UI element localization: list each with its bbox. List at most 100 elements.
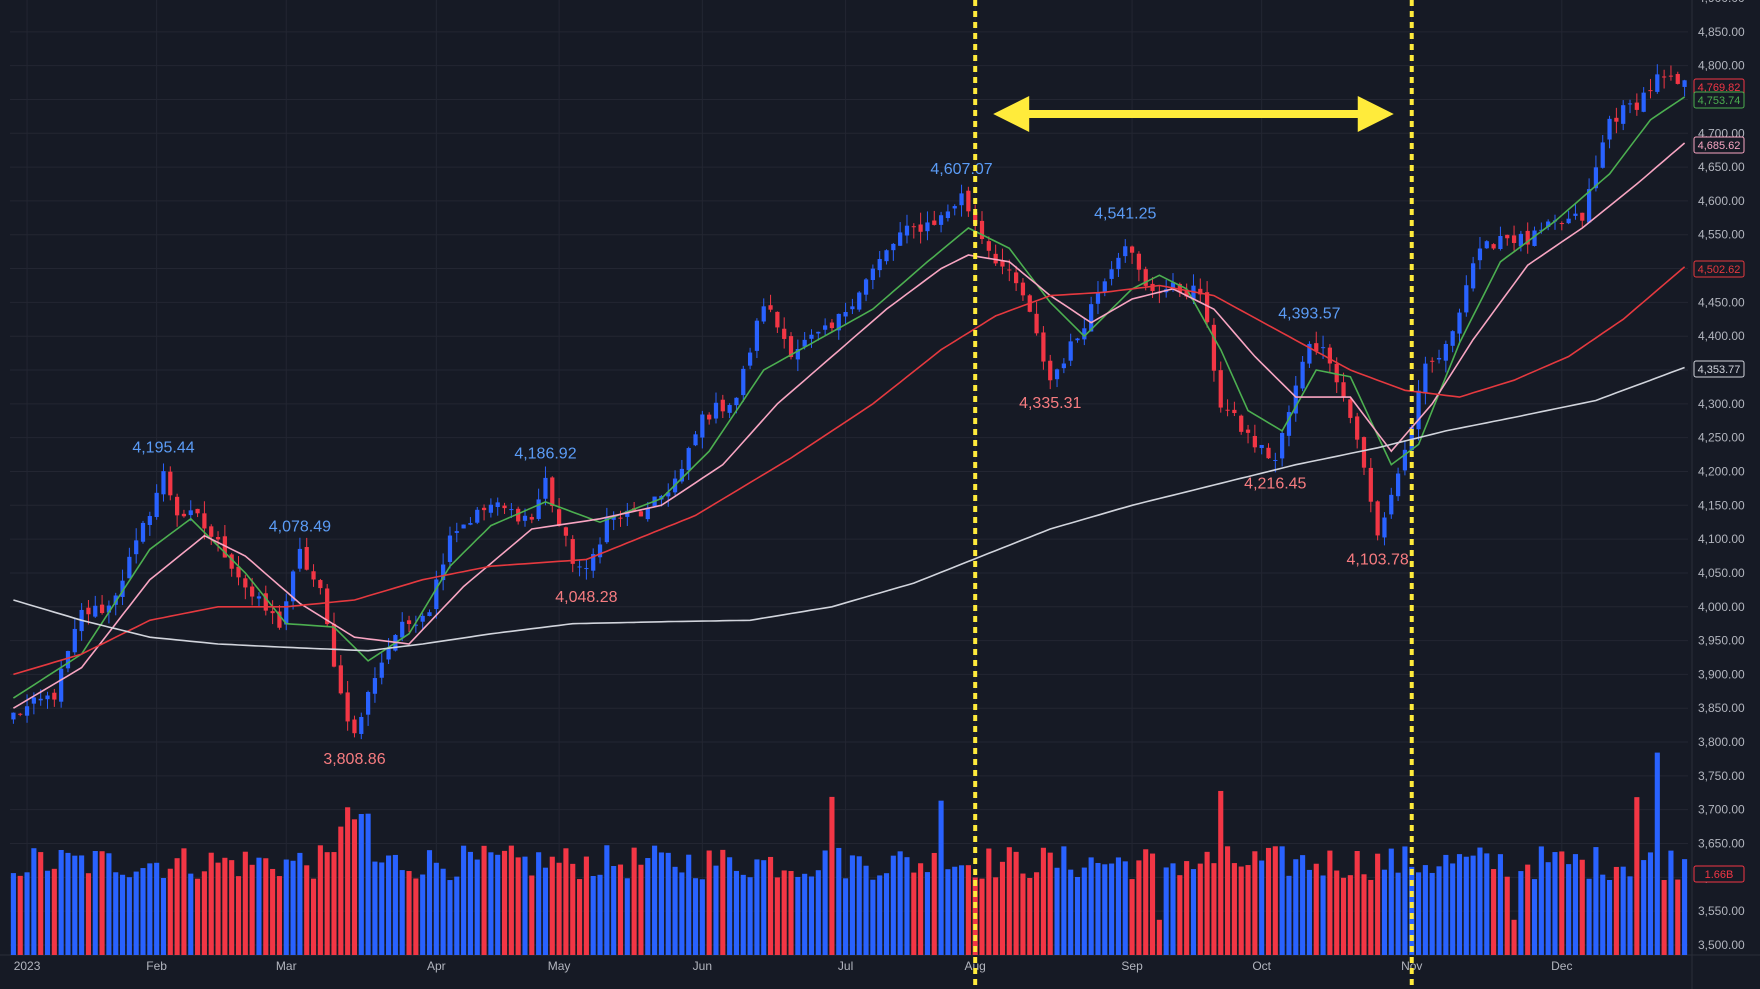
volume-bar <box>167 868 173 955</box>
candle-body <box>829 322 835 329</box>
candle-body <box>345 692 350 722</box>
candle-body <box>768 305 773 310</box>
price-tag-label: 4,769.82 <box>1698 82 1741 94</box>
volume-bar <box>1395 872 1401 955</box>
volume-bar <box>1613 866 1619 955</box>
candle-body <box>45 695 50 700</box>
volume-bar <box>201 871 207 955</box>
high-annotation: 4,393.57 <box>1278 306 1340 323</box>
volume-bar <box>1504 876 1510 955</box>
candle-body <box>250 586 255 597</box>
volume-bar <box>119 874 126 955</box>
volume-bar <box>406 871 412 955</box>
candle-body <box>284 601 289 625</box>
candle-body <box>1095 292 1101 304</box>
price-tag-label: 4,353.77 <box>1698 364 1741 376</box>
volume-bar <box>836 847 842 955</box>
volume-bar <box>174 858 180 955</box>
candle-body <box>1061 363 1066 369</box>
candle-body <box>352 719 357 734</box>
candle-body <box>775 311 780 328</box>
candle-body <box>993 253 998 264</box>
low-annotation: 4,103.78 <box>1346 552 1408 569</box>
candle-body <box>1239 415 1244 432</box>
price-tick-label: 4,000.00 <box>1698 600 1745 614</box>
volume-bar <box>1641 860 1647 955</box>
volume-bar <box>1068 869 1074 955</box>
volume-bar <box>51 868 57 955</box>
candle-body <box>1020 282 1026 296</box>
candle-body <box>134 540 139 555</box>
volume-bar <box>1252 851 1258 955</box>
high-annotation: 4,541.25 <box>1094 206 1156 223</box>
candle-body <box>884 250 889 262</box>
volume-bar <box>870 879 876 955</box>
candle-body <box>877 259 882 271</box>
candle-body <box>741 368 746 396</box>
volume-bar <box>58 849 64 955</box>
time-tick-label: Aug <box>965 959 986 973</box>
volume-bar <box>692 878 699 955</box>
volume-bar <box>1436 866 1442 955</box>
volume-bar <box>706 850 712 955</box>
volume-bar <box>399 870 405 955</box>
volume-bar <box>1538 846 1544 955</box>
candle-body <box>1273 459 1278 461</box>
volume-bar <box>365 813 371 955</box>
candle-body <box>597 544 603 558</box>
candle-body <box>1293 385 1298 414</box>
volume-bar <box>945 869 951 955</box>
volume-bar <box>1286 875 1292 955</box>
candle-body <box>277 611 282 628</box>
volume-bar <box>536 852 542 955</box>
candle-body <box>106 605 112 613</box>
candle-body <box>966 190 971 212</box>
volume-bar <box>1586 878 1592 955</box>
candle-body <box>304 547 309 570</box>
candle-body <box>127 556 132 579</box>
low-annotation: 3,808.86 <box>323 751 385 768</box>
volume-bar <box>1184 861 1190 955</box>
candle-body <box>747 352 753 366</box>
price-tag: 4,769.82 <box>1693 78 1745 96</box>
price-tag: 1.66B <box>1693 865 1745 883</box>
candle-body <box>836 313 841 331</box>
candle-body <box>154 492 159 517</box>
candle-body <box>795 348 800 360</box>
time-tick-label: Jul <box>838 959 853 973</box>
candle-body <box>1375 501 1380 536</box>
volume-bar <box>542 867 549 955</box>
candle-body <box>18 713 23 715</box>
volume-bar <box>918 863 924 955</box>
candle-body <box>522 515 528 521</box>
volume-bar <box>1559 851 1565 955</box>
low-annotation: 4,048.28 <box>555 589 617 606</box>
volume-bar <box>1470 855 1476 955</box>
volume-bar <box>1552 852 1558 955</box>
volume-bar <box>529 875 535 955</box>
price-tick-label: 4,650.00 <box>1698 160 1745 174</box>
candle-body <box>338 665 343 694</box>
time-tick-label: Jun <box>693 959 712 973</box>
candle-body <box>1389 494 1394 515</box>
volume-bar <box>958 865 965 955</box>
candle-body <box>243 578 248 588</box>
volume-bar <box>617 864 624 955</box>
candle-body <box>1443 343 1448 361</box>
time-tick-label: May <box>548 959 571 973</box>
volume-bar <box>699 879 705 955</box>
candle-body <box>1232 409 1237 414</box>
candle-body <box>1129 246 1135 253</box>
volume-bar <box>720 849 726 955</box>
candle-body <box>1068 341 1073 361</box>
volume-bar <box>1422 865 1428 955</box>
candle-body <box>359 716 364 734</box>
candle-body <box>31 697 36 704</box>
candle-body <box>1675 74 1680 84</box>
volume-bar <box>897 851 903 955</box>
volume-bar <box>1334 870 1340 955</box>
price-tag: 4,353.77 <box>1693 360 1745 378</box>
